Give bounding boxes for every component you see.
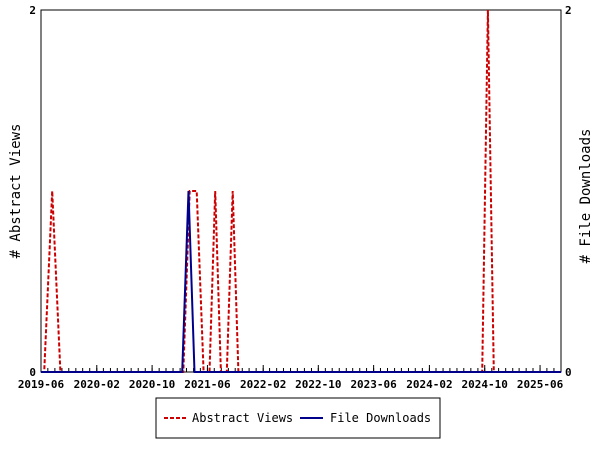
- x-tick-label: 2020-10: [129, 378, 175, 391]
- legend-label-file-downloads: File Downloads: [330, 411, 431, 425]
- legend-box: [155, 397, 441, 439]
- x-axis-tick-labels: 2019-06 2020-02 2020-10 2021-06 2022-02 2022-…: [18, 378, 564, 391]
- y-right-axis-title: # File Downloads: [578, 129, 594, 264]
- x-tick-label: 2019-06: [18, 378, 65, 391]
- y-left-tick-top: 2: [29, 4, 36, 17]
- y-left-tick-bottom: 0: [29, 366, 36, 379]
- legend: Abstract Views File Downloads: [155, 397, 441, 439]
- y-left-axis-title: # Abstract Views: [8, 124, 24, 259]
- x-tick-label: 2022-10: [295, 378, 341, 391]
- x-tick-label: 2025-06: [517, 378, 564, 391]
- series-layer: [41, 9, 561, 373]
- x-tick-label: 2023-06: [350, 378, 397, 391]
- series-line-file-downloads: [41, 190, 561, 373]
- x-tick-label: 2024-10: [462, 378, 508, 391]
- y-right-tick-bottom: 0: [565, 366, 572, 379]
- x-tick-label: 2020-02: [74, 378, 120, 391]
- plot-area: [40, 9, 562, 373]
- legend-label-abstract-views: Abstract Views: [192, 411, 293, 425]
- x-tick-label: 2021-06: [184, 378, 231, 391]
- x-tick-label: 2024-02: [406, 378, 452, 391]
- x-tick-label: 2022-02: [240, 378, 286, 391]
- y-right-tick-top: 2: [565, 4, 572, 17]
- series-line-abstract-views: [41, 9, 561, 373]
